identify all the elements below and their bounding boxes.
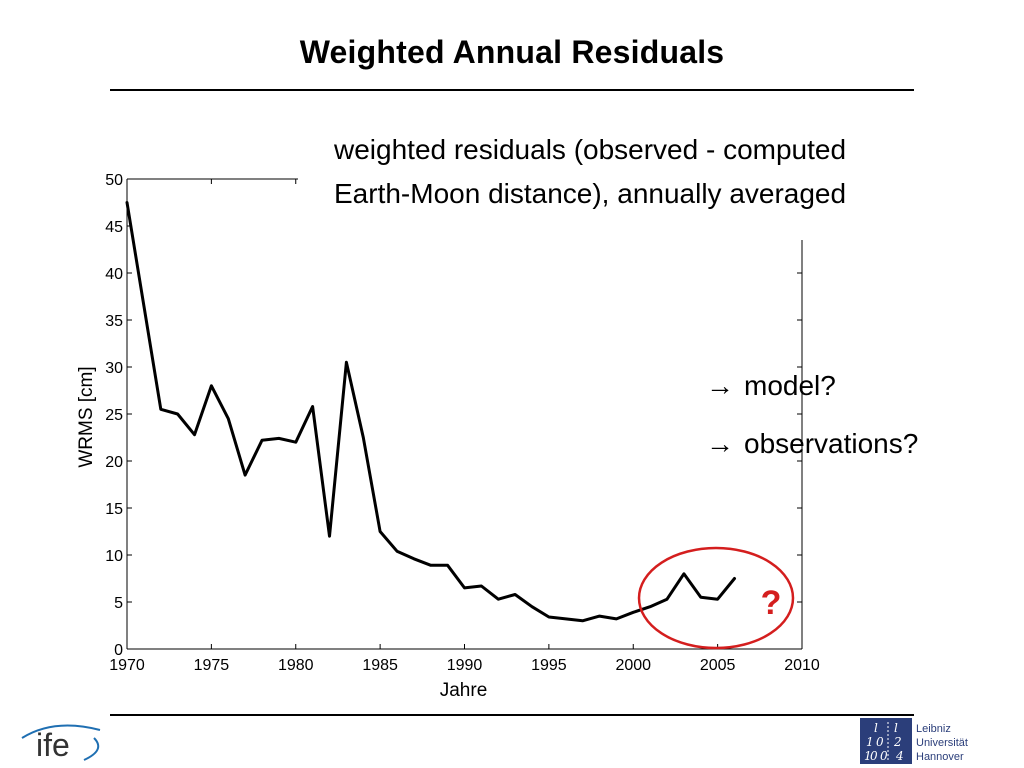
luh-logo-line-1: Leibniz — [916, 723, 951, 735]
ife-logo-text: ife — [36, 727, 70, 763]
footer-divider — [110, 714, 914, 716]
x-tick-label: 1970 — [109, 657, 145, 674]
luh-logo-line-2: Universität — [916, 737, 968, 749]
bullet-model-text: model? — [744, 370, 836, 401]
chart-axes — [126, 178, 803, 650]
ife-logo: ife — [21, 724, 101, 763]
luh-logo-text: Leibniz Universität Hannover — [916, 722, 968, 764]
y-tick-label: 5 — [114, 595, 123, 612]
arrow-right-icon: → — [706, 428, 734, 459]
description-line-2: Earth-Moon distance), annually averaged — [334, 178, 847, 209]
x-tick-label: 2000 — [615, 657, 651, 674]
y-tick-label: 10 — [105, 548, 123, 565]
question-mark-annotation: ? — [761, 584, 782, 622]
y-tick-label: 40 — [105, 266, 123, 283]
y-tick-label: 50 — [105, 172, 123, 189]
y-tick-label: 20 — [105, 454, 123, 471]
y-tick-label: 15 — [105, 501, 123, 518]
chart-ticks: 0 5 10 15 20 25 30 35 40 45 50 1970 1975 1980 1985 1990… — [76, 172, 820, 701]
luh-glyph: 0 — [880, 749, 888, 763]
x-axis-label: Jahre — [440, 680, 488, 701]
bullet-observations: → observations? — [706, 428, 918, 460]
luh-glyph: l — [874, 721, 878, 735]
x-tick-label: 2005 — [700, 657, 736, 674]
luh-logo-mark: l l 1 0 2 1 0 0 4 — [860, 718, 912, 764]
y-tick-label: 45 — [105, 219, 123, 236]
description-line-1: weighted residuals (observed - computed — [334, 134, 847, 165]
ife-logo-swoosh-2 — [83, 737, 100, 761]
x-tick-label: 2010 — [784, 657, 820, 674]
highlight-ellipse — [637, 546, 795, 650]
slide-title: Weighted Annual Residuals — [299, 34, 725, 70]
luh-glyph: l — [894, 721, 898, 735]
luh-logo-line-3: Hannover — [916, 751, 964, 763]
wrms-series-line — [125, 201, 736, 623]
x-tick-label: 1980 — [278, 657, 314, 674]
luh-glyph: 0 — [876, 735, 884, 749]
luh-glyph: 0 — [870, 749, 878, 763]
x-tick-label: 1985 — [362, 657, 398, 674]
title-divider — [110, 89, 914, 91]
y-tick-label: 0 — [114, 642, 123, 659]
luh-glyph: 2 — [893, 735, 902, 749]
y-tick-label: 25 — [105, 407, 123, 424]
ife-logo-swoosh — [21, 724, 101, 739]
x-tick-label: 1995 — [531, 657, 567, 674]
x-tick-label: 1990 — [447, 657, 483, 674]
y-axis-label: WRMS [cm] — [76, 366, 97, 467]
bullet-observations-text: observations? — [744, 428, 919, 459]
y-tick-label: 35 — [105, 313, 123, 330]
chart-description: weighted residuals (observed - computed … — [334, 128, 994, 216]
luh-logo-background — [860, 718, 912, 764]
luh-glyph: 1 — [864, 749, 872, 763]
luh-glyph: 4 — [895, 749, 904, 763]
chart-series — [125, 201, 736, 623]
chart-annotations: ? — [637, 546, 795, 650]
arrow-right-icon: → — [706, 370, 734, 401]
y-tick-label: 30 — [105, 360, 123, 377]
x-tick-label: 1975 — [194, 657, 230, 674]
bullet-model: → model? — [706, 370, 836, 402]
luh-glyph: 1 — [866, 735, 874, 749]
